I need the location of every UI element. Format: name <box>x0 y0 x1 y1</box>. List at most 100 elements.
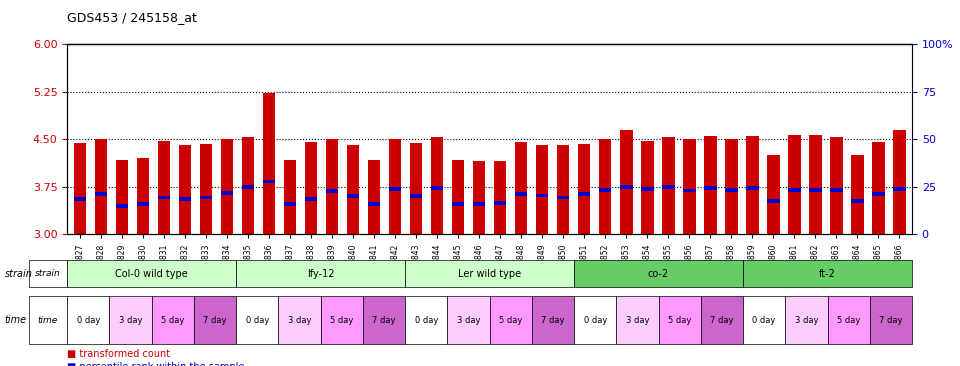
Bar <box>788 135 801 234</box>
Bar <box>662 185 675 188</box>
Bar <box>410 143 422 234</box>
Bar <box>431 186 444 190</box>
Bar <box>200 143 212 234</box>
Text: ■ transformed count: ■ transformed count <box>67 349 170 359</box>
Bar <box>641 187 654 191</box>
Bar <box>389 187 401 191</box>
Bar <box>136 202 149 206</box>
Text: Ler wild type: Ler wild type <box>458 269 521 279</box>
Bar <box>115 160 128 234</box>
Bar <box>872 142 885 234</box>
Bar <box>179 197 191 201</box>
Bar <box>704 186 716 190</box>
Bar <box>347 194 359 198</box>
Bar <box>304 197 317 201</box>
Text: 3 day: 3 day <box>288 316 311 325</box>
Bar <box>725 188 737 192</box>
Text: Col-0 wild type: Col-0 wild type <box>115 269 188 279</box>
Bar <box>809 188 822 192</box>
Text: 5 day: 5 day <box>837 316 860 325</box>
Text: 0 day: 0 day <box>246 316 269 325</box>
Bar <box>452 160 465 234</box>
Bar <box>493 161 507 234</box>
Bar <box>325 189 338 193</box>
Text: 5 day: 5 day <box>668 316 691 325</box>
Bar <box>536 194 548 197</box>
Text: 0 day: 0 day <box>584 316 607 325</box>
Bar <box>368 202 380 206</box>
Bar <box>263 93 276 234</box>
Bar <box>304 142 317 234</box>
Bar <box>263 180 276 183</box>
Bar <box>410 194 422 198</box>
Bar <box>852 155 864 234</box>
Bar <box>852 199 864 202</box>
Text: 7 day: 7 day <box>541 316 564 325</box>
Bar <box>788 188 801 192</box>
Bar <box>347 145 359 234</box>
Bar <box>493 201 507 205</box>
Bar <box>746 186 758 190</box>
Text: time: time <box>5 315 27 325</box>
Bar <box>221 191 233 195</box>
Text: 0 day: 0 day <box>77 316 100 325</box>
Bar <box>746 136 758 234</box>
Bar <box>74 143 86 234</box>
Bar <box>472 161 486 234</box>
Bar <box>599 188 612 192</box>
Bar <box>620 185 633 188</box>
Bar <box>452 202 465 206</box>
Bar <box>74 197 86 201</box>
Bar <box>200 195 212 199</box>
Bar <box>809 135 822 234</box>
Bar <box>515 193 527 196</box>
Bar <box>725 139 737 234</box>
Bar <box>157 195 170 199</box>
Bar <box>283 160 297 234</box>
Bar <box>283 202 297 206</box>
Bar <box>578 143 590 234</box>
Bar <box>431 137 444 234</box>
Bar <box>179 145 191 234</box>
Bar <box>115 204 128 208</box>
Bar <box>221 139 233 234</box>
Text: GDS453 / 245158_at: GDS453 / 245158_at <box>67 11 197 24</box>
Text: 5 day: 5 day <box>499 316 522 325</box>
Bar <box>683 139 696 234</box>
Bar <box>389 139 401 234</box>
Bar <box>662 137 675 234</box>
Bar <box>515 142 527 234</box>
Text: 7 day: 7 day <box>710 316 733 325</box>
Bar <box>368 160 380 234</box>
Bar <box>578 193 590 196</box>
Bar <box>94 193 108 196</box>
Bar <box>830 137 843 234</box>
Text: strain: strain <box>36 269 60 278</box>
Text: ft-2: ft-2 <box>819 269 836 279</box>
Bar <box>620 130 633 234</box>
Text: 3 day: 3 day <box>626 316 649 325</box>
Bar <box>704 136 716 234</box>
Text: 7 day: 7 day <box>372 316 396 325</box>
Text: time: time <box>37 316 59 325</box>
Text: 0 day: 0 day <box>753 316 776 325</box>
Text: 0 day: 0 day <box>415 316 438 325</box>
Text: lfy-12: lfy-12 <box>307 269 334 279</box>
Text: 3 day: 3 day <box>457 316 480 325</box>
Text: co-2: co-2 <box>648 269 669 279</box>
Bar <box>242 137 254 234</box>
Bar <box>472 202 486 206</box>
Bar <box>830 188 843 192</box>
Bar <box>767 199 780 202</box>
Bar <box>767 155 780 234</box>
Text: strain: strain <box>5 269 33 279</box>
Bar <box>557 145 569 234</box>
Text: 3 day: 3 day <box>795 316 818 325</box>
Bar <box>893 130 905 234</box>
Bar <box>136 158 149 234</box>
Text: 3 day: 3 day <box>119 316 142 325</box>
Bar <box>94 139 108 234</box>
Bar <box>599 139 612 234</box>
Bar <box>683 188 696 193</box>
Bar <box>325 139 338 234</box>
